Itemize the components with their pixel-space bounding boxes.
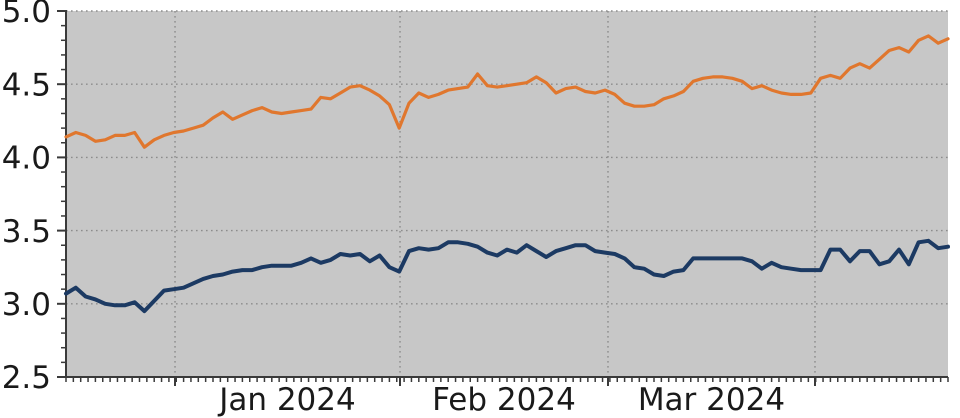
x-month-label: Jan 2024 xyxy=(217,382,356,418)
x-month-label: Mar 2024 xyxy=(638,382,785,418)
y-axis-tick-label: 3.5 xyxy=(2,214,51,250)
y-axis-tick-label: 4.5 xyxy=(2,67,51,103)
y-axis-tick-label: 2.5 xyxy=(2,360,51,396)
y-axis-tick-label: 4.0 xyxy=(2,141,51,177)
y-axis-tick-label: 3.0 xyxy=(2,287,51,323)
y-axis-tick-label: 5.0 xyxy=(2,0,51,30)
plot-area xyxy=(66,11,948,377)
x-month-label: Feb 2024 xyxy=(432,382,576,418)
lower-navy-series-line xyxy=(64,238,950,314)
upper-orange-series-line xyxy=(64,34,950,149)
